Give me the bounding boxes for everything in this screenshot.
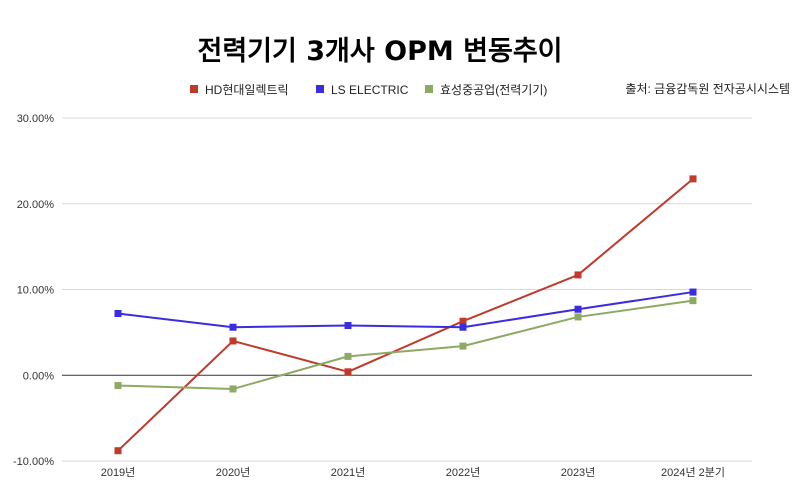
data-point [114, 310, 122, 318]
y-tick-label: 0.00% [23, 370, 54, 382]
data-point [114, 447, 122, 455]
data-point [459, 317, 467, 325]
legend-swatch [190, 85, 198, 93]
data-point [229, 323, 237, 331]
legend: HD현대일렉트릭 LS ELECTRIC 효성중공업(전력기기) [190, 83, 547, 97]
x-tick-label: 2020년 [216, 466, 251, 479]
data-point [344, 352, 352, 360]
legend-swatch [316, 85, 324, 93]
legend-swatch [425, 85, 433, 93]
data-point [689, 288, 697, 296]
data-point [229, 385, 237, 393]
data-point [574, 313, 582, 321]
data-point [229, 337, 237, 345]
data-point [344, 368, 352, 376]
legend-label: 효성중공업(전력기기) [440, 83, 547, 97]
series-line [117, 178, 694, 452]
data-point [459, 342, 467, 350]
series-group [114, 288, 697, 331]
y-tick-label: 20.00% [17, 199, 55, 211]
data-point [114, 382, 122, 390]
data-point [574, 271, 582, 279]
x-tick-label: 2024년 2분기 [661, 466, 725, 479]
legend-label: HD현대일렉트릭 [205, 83, 289, 97]
x-tick-label: 2022년 [446, 466, 481, 479]
data-point [344, 322, 352, 330]
y-tick-label: 10.00% [17, 285, 55, 297]
series-group [114, 297, 697, 393]
grid [62, 117, 752, 462]
data-point [689, 297, 697, 305]
y-tick-label: 30.00% [17, 113, 55, 125]
x-axis: 2019년 2020년 2021년 2022년 2023년 2024년 2분기 [101, 466, 725, 479]
legend-item: HD현대일렉트릭 [190, 83, 289, 97]
x-tick-label: 2021년 [331, 466, 366, 479]
legend-item: LS ELECTRIC [316, 83, 409, 97]
source-note: 출처: 금융감독원 전자공시시스템 [625, 82, 790, 96]
data-point [574, 305, 582, 313]
y-tick-label: -10.00% [13, 456, 54, 468]
x-tick-label: 2019년 [101, 466, 136, 479]
legend-label: LS ELECTRIC [331, 83, 409, 97]
x-tick-label: 2023년 [561, 466, 596, 479]
series-group [114, 175, 697, 455]
series-line [117, 299, 694, 390]
chart-title: 전력기기 3개사 OPM 변동추이 [198, 36, 563, 67]
data-point [459, 323, 467, 331]
series-line [117, 291, 694, 329]
data-point [689, 175, 697, 183]
plot-area [114, 175, 697, 455]
y-axis: -10.00% 0.00% 10.00% 20.00% 30.00% [13, 113, 54, 468]
legend-item: 효성중공업(전력기기) [425, 83, 547, 97]
